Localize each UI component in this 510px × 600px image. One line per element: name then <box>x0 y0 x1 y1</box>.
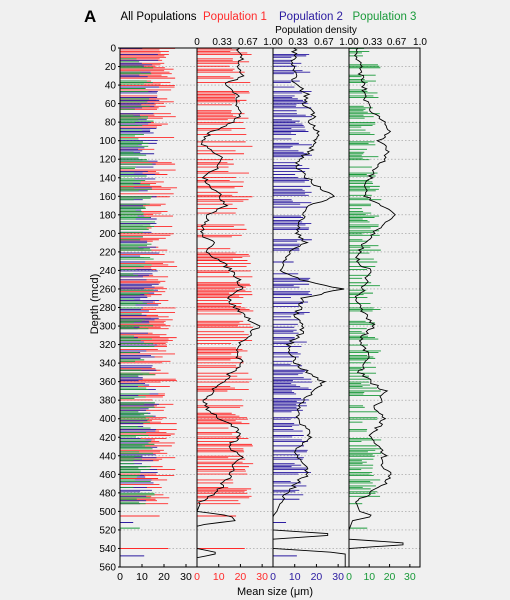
density-line-pop1 <box>196 47 261 567</box>
y-tick-label: 440 <box>99 451 116 462</box>
panel-pop3: Population 3 0.33 0.67 1.0 0 10 20 30 <box>346 11 427 583</box>
y-tick-label: 540 <box>99 544 116 555</box>
y-tick-label: 320 <box>99 340 116 351</box>
y-tick-label: 300 <box>99 322 116 333</box>
x-tick-label: 0 <box>117 571 123 583</box>
y-tick-label: 100 <box>99 136 116 147</box>
y-tick-label: 60 <box>105 99 117 110</box>
x-axis-label: Mean size (μm) <box>237 586 313 598</box>
y-tick-label: 500 <box>99 507 116 518</box>
density-tick-label: 0.33 <box>363 37 383 48</box>
x-tick-label: 10 <box>289 571 301 583</box>
panel-title: All Populations <box>120 11 196 23</box>
y-axis: 0 20 40 60 80 100 120 140 160 180 200 220 240 260 280 3… <box>99 44 121 574</box>
y-tick-label: 280 <box>99 303 116 314</box>
panel-title: Population 1 <box>203 11 267 23</box>
y-tick-label: 260 <box>99 284 116 295</box>
density-tick-label: 0 <box>194 37 200 48</box>
y-tick-label: 360 <box>99 377 116 388</box>
y-tick-label: 140 <box>99 173 116 184</box>
density-line-pop2 <box>272 47 346 567</box>
x-tick-label: 10 <box>363 571 375 583</box>
panel-label: A <box>84 7 96 26</box>
y-tick-label: 420 <box>99 433 116 444</box>
x-tick-label: 30 <box>332 571 344 583</box>
panel-title: Population 3 <box>353 11 417 23</box>
x-tick-label: 20 <box>311 571 323 583</box>
density-line-pop3 <box>348 47 404 567</box>
panel-title: Population 2 <box>279 11 343 23</box>
density-tick-label: 0.33 <box>212 37 232 48</box>
y-tick-label: 220 <box>99 247 116 258</box>
density-tick-label: 1.00 <box>263 37 283 48</box>
y-tick-label: 160 <box>99 192 116 203</box>
x-tick-label: 10 <box>213 571 225 583</box>
panel-frame <box>348 47 421 568</box>
density-tick-label: 1.00 <box>339 37 359 48</box>
x-tick-label: 20 <box>158 571 170 583</box>
density-tick-label: 1.0 <box>413 37 427 48</box>
density-tick-label: 0.33 <box>288 37 308 48</box>
y-tick-label: 180 <box>99 210 116 221</box>
y-tick-label: 560 <box>99 563 116 574</box>
y-tick-label: 480 <box>99 488 116 499</box>
y-tick-label: 20 <box>105 62 117 73</box>
y-tick-label: 460 <box>99 470 116 481</box>
y-tick-label: 80 <box>105 118 117 129</box>
panels: All Populations 0 10 20 30 Population 1 0 0.33 0… <box>117 11 427 583</box>
x-tick-label: 20 <box>235 571 247 583</box>
panel-pop1: Population 1 0 0.33 0.67 1.00 0 10 20 30 <box>194 11 283 583</box>
x-tick-label: 0 <box>270 571 276 583</box>
x-tick-label: 10 <box>136 571 148 583</box>
y-tick-label: 400 <box>99 414 116 425</box>
x-tick-label: 30 <box>256 571 268 583</box>
x-tick-label: 0 <box>346 571 352 583</box>
x-tick-label: 30 <box>404 571 416 583</box>
density-tick-label: 0.67 <box>387 37 407 48</box>
density-tick-label: 0.67 <box>314 37 334 48</box>
y-tick-label: 200 <box>99 229 116 240</box>
x-tick-label: 30 <box>180 571 192 583</box>
density-tick-label: 0.67 <box>238 37 258 48</box>
x-tick-label: 20 <box>384 571 396 583</box>
panel-all: All Populations 0 10 20 30 <box>117 11 198 583</box>
top-axis-label: Population density <box>275 25 357 36</box>
y-tick-label: 380 <box>99 396 116 407</box>
y-tick-label: 0 <box>110 44 116 55</box>
y-tick-label: 520 <box>99 525 116 536</box>
y-tick-label: 40 <box>105 81 117 92</box>
x-tick-label: 0 <box>194 571 200 583</box>
y-tick-label: 120 <box>99 155 116 166</box>
y-axis-label: Depth (mcd) <box>89 274 101 335</box>
panel-pop2: Population 2 0.33 0.67 1.00 0 10 20 30 <box>270 11 359 583</box>
y-tick-label: 340 <box>99 359 116 370</box>
y-tick-label: 240 <box>99 266 116 277</box>
